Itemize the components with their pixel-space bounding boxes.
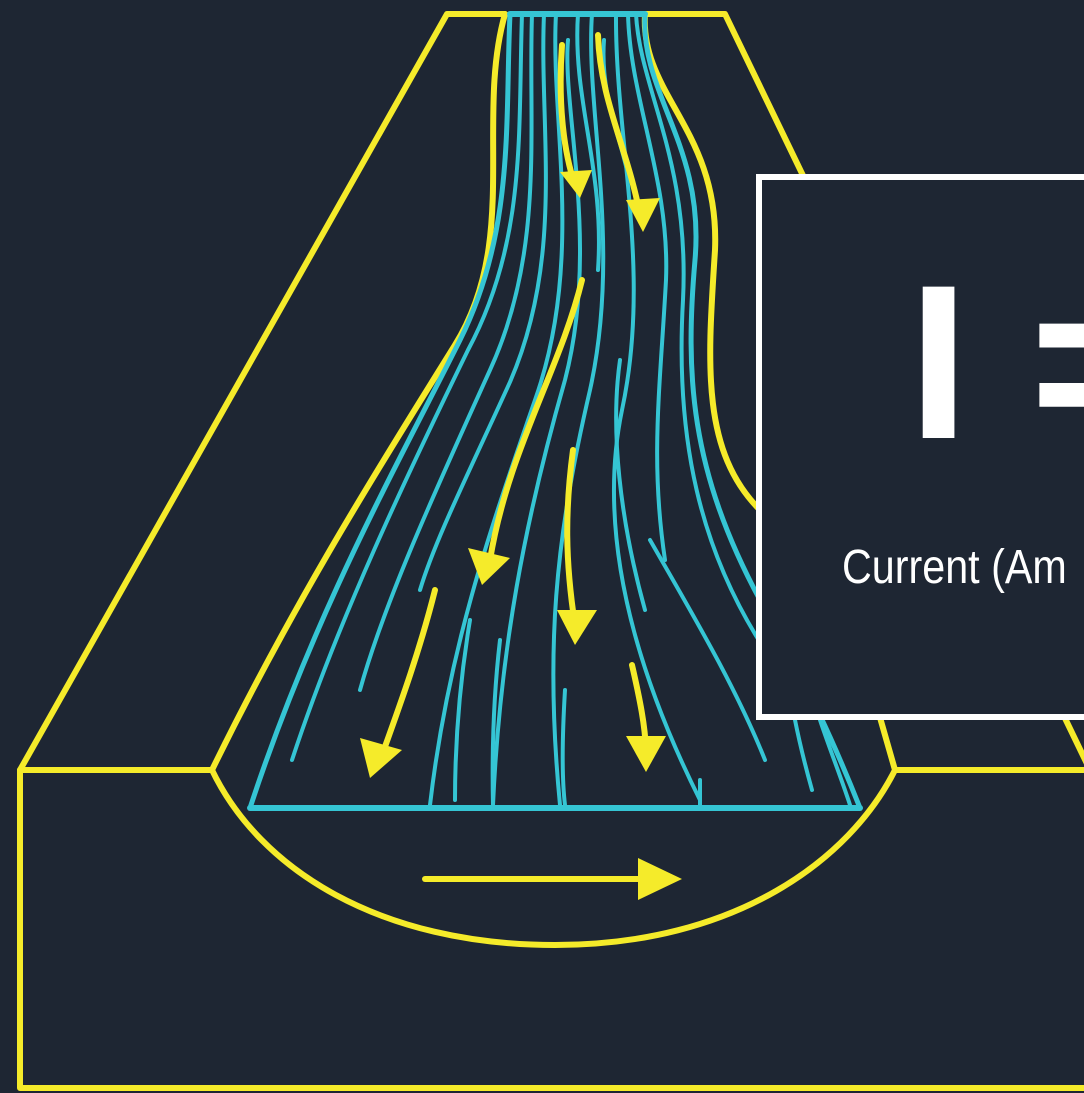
flow-line-5	[491, 38, 583, 807]
arrow-head-1	[560, 170, 592, 198]
arrow-head-2	[626, 198, 660, 232]
flow-line-9	[612, 12, 702, 802]
flow-line-16	[490, 638, 502, 807]
formula-symbol: I =	[908, 239, 1084, 485]
arrow-shaft-3	[487, 277, 585, 563]
flow-line-2	[358, 12, 534, 692]
flow-line-13	[648, 538, 767, 762]
formula-caption: Current (Am	[842, 541, 1067, 594]
flow-line-4	[428, 12, 565, 807]
arrow-shaft-4	[564, 447, 578, 628]
arrow-head-6	[626, 736, 666, 772]
flow-line-18	[793, 718, 814, 792]
flow-line-7	[551, 12, 606, 807]
flow-line-19	[818, 718, 852, 807]
flow-line-1	[290, 12, 524, 762]
flow-line-10	[626, 12, 669, 562]
arrow-head-4	[557, 610, 597, 645]
arrow-head-7	[638, 858, 682, 900]
flow-line-12	[614, 358, 647, 612]
flow-line-15	[453, 618, 472, 802]
arrow-head-5	[360, 738, 402, 778]
arrow-shaft-5	[379, 587, 438, 758]
flow-line-14	[560, 688, 567, 807]
outer-frame	[17, 767, 1084, 1091]
flow-line-11	[634, 12, 767, 652]
arrow-head-3	[468, 548, 510, 585]
inner-right-boundary	[641, 11, 763, 513]
flow-line-6	[575, 12, 601, 272]
arrow-shaft-2	[595, 32, 643, 218]
flow-line-3	[418, 12, 548, 592]
channel-left-wall	[247, 11, 513, 811]
bowl-outline	[209, 697, 898, 948]
formula-panel: I = Current (Am	[756, 174, 1084, 720]
inner-left-boundary	[209, 11, 508, 773]
